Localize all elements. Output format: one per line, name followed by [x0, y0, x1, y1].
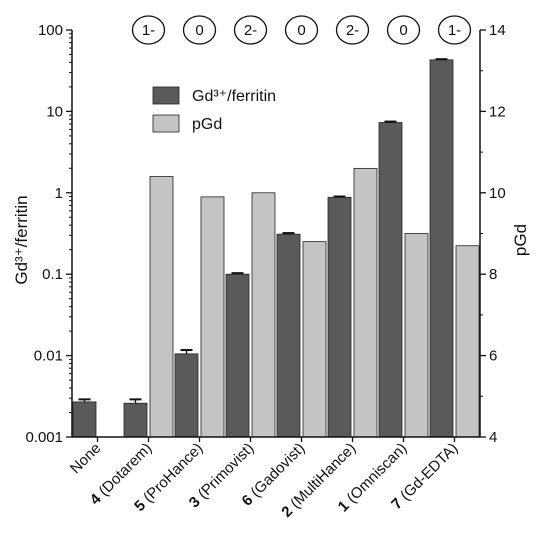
charge-badge-3 [233, 15, 268, 45]
axes-layer [66, 29, 486, 442]
legend-label-gd-ferritin: Gd³⁺/ferritin [192, 88, 276, 105]
y-tick-label-left-2: 0.1 [42, 266, 63, 283]
charge-label-1: 1- [142, 22, 155, 39]
charge-badge-2 [182, 15, 217, 45]
y-axis-label-left: Gd³⁺/ferritin [12, 195, 31, 284]
bar-pgd-6 [404, 233, 429, 438]
charge-label-3: 2- [244, 22, 257, 39]
bar-pgd-1 [149, 176, 174, 438]
bar-gd-ferritin-0 [72, 401, 97, 438]
bar-pgd-3 [251, 192, 276, 438]
legend-swatch-pgd [152, 114, 180, 133]
bar-gd-ferritin-5 [327, 196, 352, 438]
bar-pgd-4 [302, 241, 327, 438]
legend-swatch-gd-ferritin [152, 86, 180, 105]
charge-badge-7 [437, 15, 472, 45]
y-tick-label-right-4: 12 [489, 103, 506, 120]
bar-gd-ferritin-2 [174, 353, 199, 438]
bar-gd-ferritin-6 [378, 122, 403, 438]
bar-gd-ferritin-4 [276, 233, 301, 438]
charge-badge-6 [386, 15, 421, 45]
legend: Gd³⁺/ferritin pGd [152, 86, 276, 133]
y-tick-label-left-1: 0.01 [34, 348, 63, 365]
y-tick-label-left-0: 0.001 [25, 429, 63, 446]
bar-gd-ferritin-7 [429, 59, 454, 438]
bar-gd-ferritin-3 [225, 273, 250, 438]
bars-layer [72, 58, 480, 438]
bar-gd-ferritin-1 [123, 402, 148, 438]
y-tick-label-right-1: 6 [489, 348, 497, 365]
y-tick-label-left-5: 100 [38, 22, 63, 39]
charge-label-7: 1- [448, 22, 461, 39]
bar-pgd-2 [200, 196, 225, 438]
charge-label-5: 2- [346, 22, 359, 39]
y-tick-label-left-4: 10 [46, 103, 63, 120]
bar-pgd-7 [455, 245, 480, 438]
y-axis-label-right: pGd [511, 224, 530, 256]
charge-badge-1 [131, 15, 166, 45]
bar-pgd-5 [353, 167, 378, 438]
y-tick-label-right-2: 8 [489, 266, 497, 283]
charge-badge-5 [335, 15, 370, 45]
y-tick-label-left-3: 1 [55, 185, 63, 202]
y-tick-label-right-5: 14 [489, 22, 506, 39]
y-tick-label-right-3: 10 [489, 185, 506, 202]
y-tick-label-right-0: 4 [489, 429, 497, 446]
charge-badge-4 [284, 15, 319, 45]
charge-label-4: 0 [297, 22, 305, 39]
legend-label-pgd: pGd [192, 116, 222, 133]
charge-label-2: 0 [195, 22, 203, 39]
charge-label-6: 0 [399, 22, 407, 39]
